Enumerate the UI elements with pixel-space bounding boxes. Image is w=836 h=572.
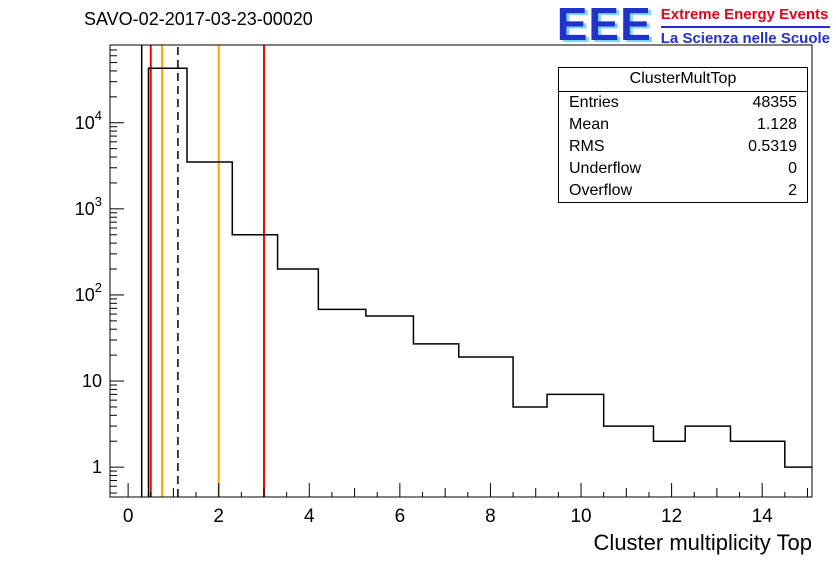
x-axis-tick-label: 6: [395, 506, 406, 527]
eee-logo-subtitle: La Scienza nelle Scuole: [660, 30, 830, 47]
stats-value: 0: [788, 160, 797, 177]
y-axis-tick-label: 104: [75, 108, 102, 133]
stats-rows: Entries 48355 Mean 1.128 RMS 0.5319 Underflow 0…: [559, 92, 807, 202]
eee-logo-title: Extreme Energy Events: [660, 6, 830, 28]
stats-row: Mean 1.128: [559, 114, 807, 136]
stats-label: Entries: [569, 94, 619, 111]
stats-value: 2: [788, 182, 797, 199]
stats-row: Overflow 2: [559, 180, 807, 202]
stats-row: Underflow 0: [559, 158, 807, 180]
stats-label: Overflow: [569, 182, 633, 199]
y-axis-tick-label: 1: [92, 457, 102, 477]
stats-box-title: ClusterMultTop: [559, 68, 807, 92]
eee-logo: EEE Extreme Energy Events La Scienza nel…: [556, 0, 830, 50]
x-axis-tick-label: 0: [123, 506, 134, 527]
stats-value: 1.128: [756, 116, 797, 133]
x-axis-title: Cluster multiplicity Top: [594, 530, 812, 555]
stats-label: RMS: [569, 138, 605, 155]
x-axis-tick-label: 12: [661, 506, 682, 527]
stats-row: RMS 0.5319: [559, 136, 807, 158]
stats-value: 0.5319: [748, 138, 797, 155]
y-axis-tick-label: 103: [75, 194, 102, 219]
y-axis-tick-label: 102: [75, 280, 102, 305]
x-axis-tick-label: 14: [752, 506, 774, 527]
x-axis-tick-label: 8: [485, 506, 496, 527]
y-axis-tick-label: 10: [82, 371, 102, 391]
eee-logo-icon: EEE: [556, 0, 652, 50]
histogram-step-line: [147, 67, 812, 497]
plot-frame: [109, 44, 813, 498]
x-axis-tick-label: 4: [304, 506, 315, 527]
x-axis-tick-label: 10: [570, 506, 591, 527]
plot-title: SAVO-02-2017-03-23-00020: [84, 9, 313, 29]
stats-label: Underflow: [569, 160, 642, 177]
stats-row: Entries 48355: [559, 92, 807, 114]
stats-value: 48355: [752, 94, 798, 111]
stats-label: Mean: [569, 116, 610, 133]
stats-box: ClusterMultTop Entries 48355 Mean 1.128 RMS 0…: [558, 67, 808, 203]
eee-logo-text: Extreme Energy Events La Scienza nelle S…: [660, 6, 830, 47]
x-axis-tick-label: 2: [213, 506, 224, 527]
